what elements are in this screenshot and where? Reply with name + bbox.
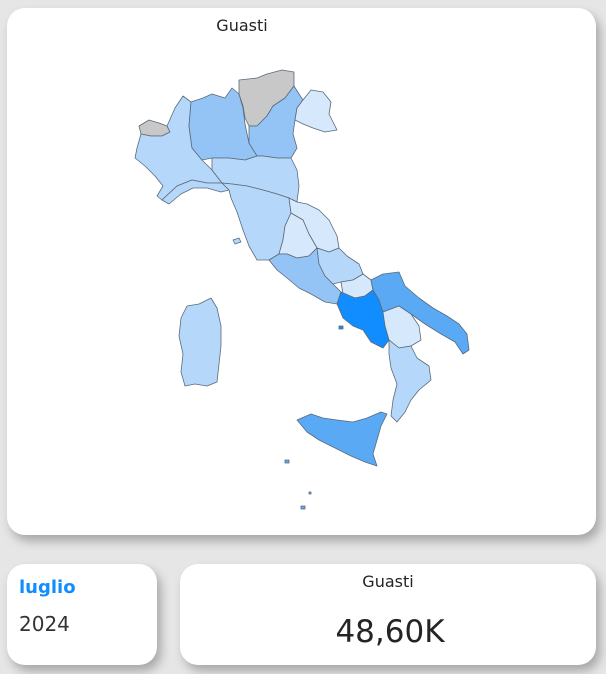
map-title: Guasti <box>216 16 268 35</box>
month-label[interactable]: luglio <box>19 577 76 598</box>
year-label[interactable]: 2024 <box>19 612 70 636</box>
italy-map <box>134 69 470 510</box>
region-sardegna[interactable] <box>178 297 222 387</box>
date-card: luglio 2024 <box>7 564 157 665</box>
region-calabria[interactable] <box>388 339 432 423</box>
region-sicilia[interactable] <box>296 411 388 467</box>
island-lampedusa <box>300 505 306 510</box>
region-valle-d-aosta[interactable] <box>138 119 171 137</box>
kpi-card: Guasti 48,60K <box>180 564 596 665</box>
island-pantelleria <box>308 491 312 495</box>
island-ustica <box>284 459 290 464</box>
region-friuli-venezia-giulia[interactable] <box>294 89 338 133</box>
island-capri <box>338 325 344 330</box>
map-card: Guasti <box>7 8 596 535</box>
region-basilicata[interactable] <box>382 305 422 349</box>
kpi-value: 48,60K <box>335 614 445 650</box>
region-liguria[interactable] <box>161 179 230 205</box>
island-elba <box>232 237 242 245</box>
kpi-title: Guasti <box>362 572 414 591</box>
